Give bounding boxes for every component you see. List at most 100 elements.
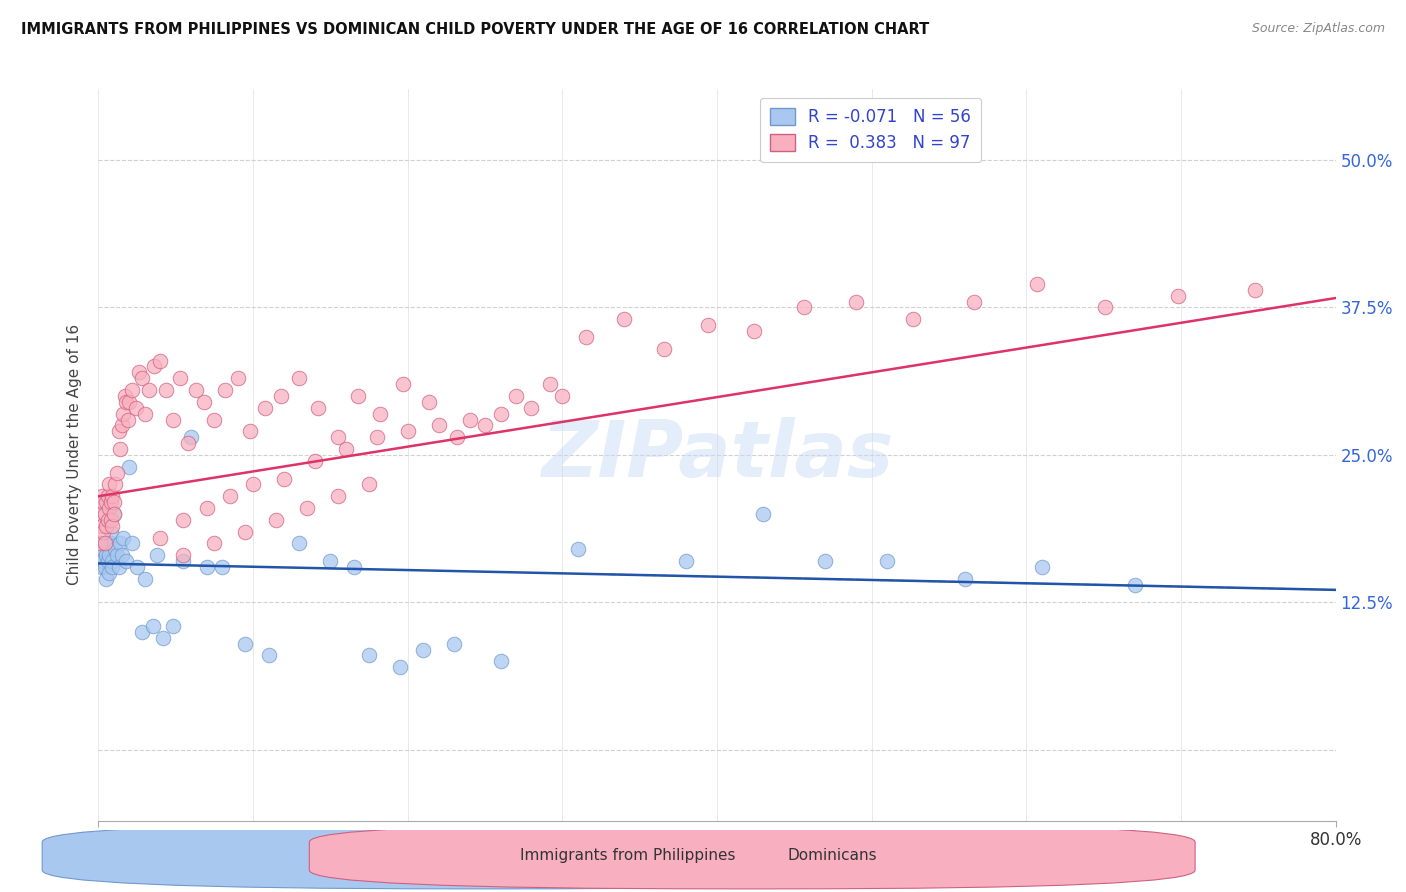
Point [520,401,543,415]
FancyBboxPatch shape [309,823,1195,888]
Point [90,548,112,562]
Point [242,477,264,491]
Point [254,401,277,415]
Point [288,371,311,385]
Text: Dominicans: Dominicans [787,848,877,863]
Point [326,489,350,503]
Point [567,542,589,557]
Point [288,536,311,550]
Point [388,660,412,674]
Point [155,383,177,397]
Point [134,572,156,586]
Point [107,560,129,574]
Point [418,394,440,409]
Point [96,572,118,586]
Point [138,383,160,397]
Legend: R = -0.071   N = 56, R =  0.383   N = 97: R = -0.071 N = 56, R = 0.383 N = 97 [759,97,981,162]
Point [257,648,280,663]
Point [226,371,249,385]
Point [443,637,465,651]
FancyBboxPatch shape [42,823,928,888]
Point [742,324,765,338]
Point [91,542,114,557]
Point [307,401,329,415]
Point [89,536,111,550]
Point [538,377,561,392]
Point [104,477,127,491]
Point [93,536,115,550]
Point [1094,301,1116,315]
Point [93,560,115,574]
Point [115,394,138,409]
Point [963,294,986,309]
Point [173,554,195,568]
Point [121,536,143,550]
Point [111,418,134,433]
Point [96,548,118,562]
Point [118,459,141,474]
Point [90,518,112,533]
Point [489,407,512,421]
Point [97,513,120,527]
Point [953,572,976,586]
Point [180,430,202,444]
Point [100,524,122,539]
Text: ZIPatlas: ZIPatlas [541,417,893,493]
Point [1244,283,1267,297]
Point [127,560,149,574]
Point [458,412,481,426]
Point [108,536,131,550]
Point [814,554,837,568]
Point [112,531,135,545]
Point [105,548,128,562]
Point [392,377,415,392]
Point [613,312,636,326]
Point [177,436,200,450]
Point [93,507,115,521]
Point [347,389,370,403]
Point [169,371,191,385]
Point [96,518,118,533]
Point [845,294,868,309]
Point [357,477,380,491]
Text: Immigrants from Philippines: Immigrants from Philippines [520,848,735,863]
Point [266,513,288,527]
Point [575,330,598,344]
Point [551,389,574,403]
Point [193,394,215,409]
Point [111,548,134,562]
Point [98,566,121,580]
Point [131,624,153,639]
Point [1031,560,1053,574]
Point [184,383,207,397]
Point [152,631,174,645]
Point [162,619,184,633]
Point [427,418,450,433]
Point [149,353,172,368]
Point [142,619,165,633]
Point [115,554,138,568]
Point [149,531,172,545]
Point [90,560,112,574]
Point [96,495,118,509]
Point [211,560,233,574]
Point [876,554,898,568]
Point [319,554,342,568]
Point [204,412,226,426]
Point [89,507,111,521]
Point [239,425,262,439]
Point [368,407,391,421]
Point [752,507,775,521]
Point [1026,277,1049,291]
Point [101,489,124,503]
Point [134,407,156,421]
Point [91,495,114,509]
Point [412,642,434,657]
Point [103,507,125,521]
Point [1167,288,1189,302]
Point [235,524,257,539]
Point [114,389,136,403]
Point [98,548,121,562]
Point [97,536,120,550]
Point [489,654,512,668]
